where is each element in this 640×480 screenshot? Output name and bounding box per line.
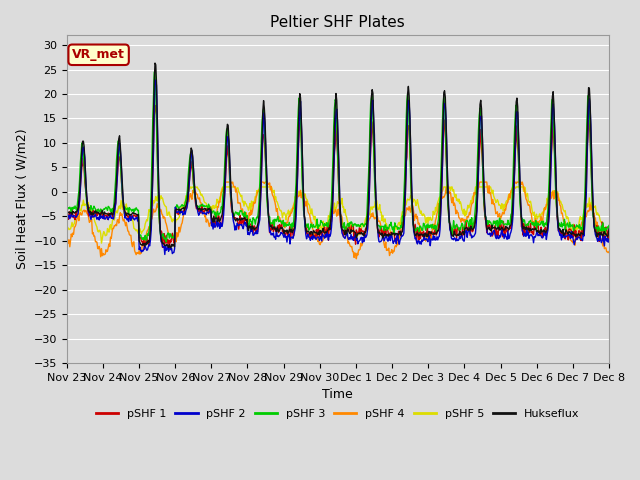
pSHF 2 xyxy=(152,77,159,83)
pSHF 3 xyxy=(73,207,81,213)
pSHF 1 xyxy=(214,216,221,222)
Line: pSHF 5: pSHF 5 xyxy=(67,187,609,243)
Hukseflux xyxy=(421,231,429,237)
Legend: pSHF 1, pSHF 2, pSHF 3, pSHF 4, pSHF 5, Hukseflux: pSHF 1, pSHF 2, pSHF 3, pSHF 4, pSHF 5, … xyxy=(92,404,584,423)
Hukseflux xyxy=(129,210,136,216)
pSHF 3 xyxy=(129,207,136,213)
Line: pSHF 2: pSHF 2 xyxy=(67,80,609,254)
Hukseflux xyxy=(605,226,612,232)
pSHF 5 xyxy=(605,230,612,236)
pSHF 5 xyxy=(98,240,106,246)
Line: pSHF 3: pSHF 3 xyxy=(67,72,609,242)
Title: Peltier SHF Plates: Peltier SHF Plates xyxy=(271,15,405,30)
pSHF 3 xyxy=(185,163,193,169)
pSHF 5 xyxy=(129,219,137,225)
Line: Hukseflux: Hukseflux xyxy=(67,63,609,248)
pSHF 1 xyxy=(185,183,193,189)
Hukseflux xyxy=(63,208,70,214)
pSHF 5 xyxy=(63,224,70,229)
pSHF 4 xyxy=(605,249,612,254)
X-axis label: Time: Time xyxy=(323,388,353,401)
pSHF 3 xyxy=(151,69,159,74)
pSHF 5 xyxy=(73,214,81,220)
pSHF 3 xyxy=(421,224,429,230)
pSHF 5 xyxy=(187,184,195,190)
Line: pSHF 1: pSHF 1 xyxy=(67,106,609,249)
Hukseflux xyxy=(405,93,413,98)
Hukseflux xyxy=(185,174,193,180)
Y-axis label: Soil Heat Flux ( W/m2): Soil Heat Flux ( W/m2) xyxy=(15,129,28,269)
pSHF 1 xyxy=(152,103,159,108)
pSHF 5 xyxy=(184,187,192,192)
pSHF 3 xyxy=(605,223,612,228)
pSHF 4 xyxy=(222,179,230,185)
pSHF 1 xyxy=(141,246,148,252)
pSHF 4 xyxy=(184,198,191,204)
pSHF 3 xyxy=(163,239,170,245)
pSHF 4 xyxy=(405,204,413,209)
pSHF 1 xyxy=(605,231,612,237)
pSHF 4 xyxy=(421,237,429,242)
pSHF 4 xyxy=(129,244,136,250)
Hukseflux xyxy=(73,209,81,215)
pSHF 2 xyxy=(161,252,169,257)
Line: pSHF 4: pSHF 4 xyxy=(67,182,609,259)
pSHF 2 xyxy=(63,218,70,224)
pSHF 4 xyxy=(63,233,70,239)
pSHF 5 xyxy=(421,214,429,220)
pSHF 4 xyxy=(73,217,81,223)
pSHF 1 xyxy=(63,216,70,222)
pSHF 1 xyxy=(405,123,413,129)
pSHF 4 xyxy=(212,211,220,216)
Text: VR_met: VR_met xyxy=(72,48,125,61)
Hukseflux xyxy=(214,219,221,225)
pSHF 3 xyxy=(405,120,413,126)
pSHF 2 xyxy=(214,224,221,230)
pSHF 2 xyxy=(73,214,81,220)
pSHF 1 xyxy=(421,230,429,236)
Hukseflux xyxy=(167,245,175,251)
pSHF 1 xyxy=(129,215,136,221)
pSHF 5 xyxy=(405,197,413,203)
pSHF 1 xyxy=(73,213,81,218)
pSHF 2 xyxy=(421,237,429,243)
pSHF 2 xyxy=(405,101,413,107)
Hukseflux xyxy=(151,60,159,66)
pSHF 2 xyxy=(605,236,612,242)
pSHF 2 xyxy=(185,186,193,192)
pSHF 3 xyxy=(63,204,70,210)
pSHF 2 xyxy=(129,213,136,219)
pSHF 4 xyxy=(353,256,360,262)
pSHF 3 xyxy=(214,209,221,215)
pSHF 5 xyxy=(214,198,221,204)
